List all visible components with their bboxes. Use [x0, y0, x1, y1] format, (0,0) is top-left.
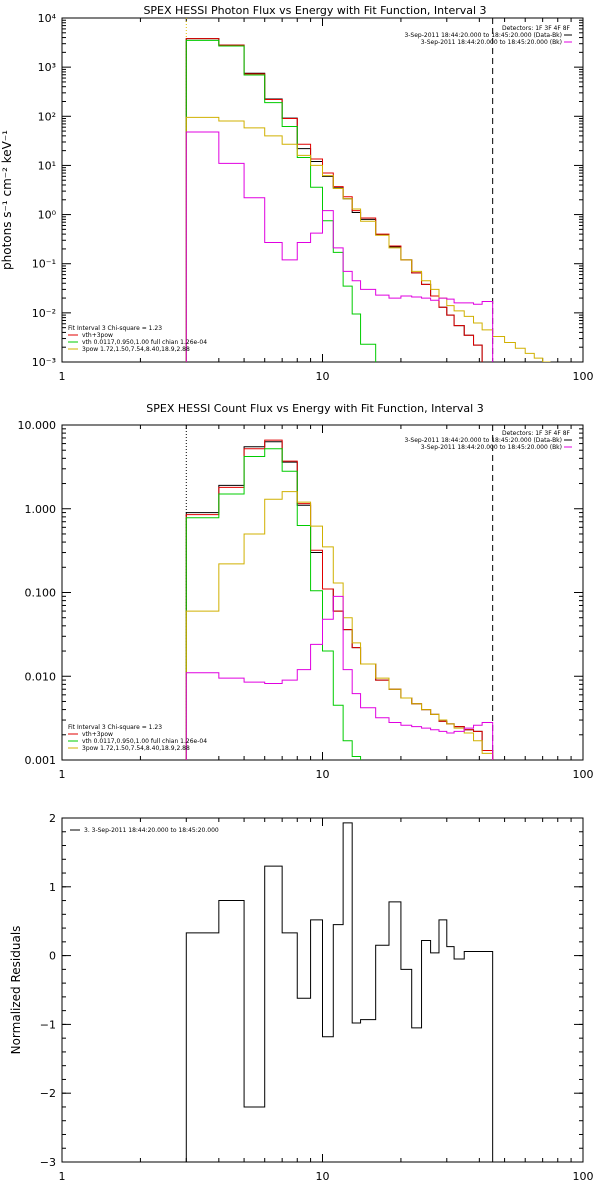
x-tick-label: 100 [573, 370, 594, 383]
legend-entry: vth 0.0117,0.950,1.00 full chian 1.26e-0… [82, 738, 207, 745]
legend-entry: vth 0.0117,0.950,1.00 full chian 1.26e-0… [82, 339, 207, 346]
chart-title: SPEX HESSI Count Flux vs Energy with Fit… [146, 402, 483, 415]
x-tick-label: 1 [59, 1170, 66, 1183]
series-line [185, 38, 483, 362]
x-tick-label: 1 [59, 370, 66, 383]
y-tick-label: 10⁻³ [32, 356, 56, 369]
y-tick-label: −3 [40, 1156, 56, 1169]
series-line [185, 595, 494, 760]
series-line [185, 439, 494, 760]
y-tick-label: 10¹ [38, 159, 56, 172]
photon-flux-panel: SPEX HESSI Photon Flux vs Energy with Fi… [0, 4, 594, 383]
y-axis-label: Normalized Residuals [9, 926, 23, 1055]
y-tick-label: 10⁴ [38, 12, 57, 25]
y-tick-label: 0.010 [25, 670, 57, 683]
count-flux-panel: SPEX HESSI Count Flux vs Energy with Fit… [18, 402, 594, 781]
legend-entry: 3-Sep-2011 18:44:20.000 to 18:45:20.000 … [421, 39, 562, 46]
legend-header: Detectors: 1F 3F 4F 8F [502, 25, 571, 32]
series-line [185, 116, 551, 362]
x-tick-label: 100 [573, 1170, 594, 1183]
x-tick-label: 10 [316, 1170, 330, 1183]
legend-header: Fit Interval 3 Chi-square = 1.23 [68, 325, 162, 332]
series-line [185, 38, 483, 362]
legend-entry: vth+3pow [82, 731, 113, 738]
series-line [185, 131, 494, 362]
series-line [185, 39, 377, 362]
y-tick-label: 10⁻¹ [32, 258, 56, 271]
y-tick-label: 10³ [38, 61, 56, 74]
series-line [185, 448, 362, 760]
legend-entry: 3-Sep-2011 18:44:20.000 to 18:45:20.000 … [421, 444, 562, 451]
residuals-panel: Normalized Residuals 1 10 100 −3 −2 −1 0 1 2 3. 3… [9, 812, 594, 1183]
y-tick-label: −1 [40, 1018, 56, 1031]
legend-entry: 3. 3-Sep-2011 18:44:20.000 to 18:45:20.0… [84, 827, 219, 834]
x-tick-label: 10 [316, 370, 330, 383]
y-tick-label: 2 [49, 812, 56, 825]
y-tick-label: 10.000 [18, 419, 57, 432]
y-tick-label: 1.000 [25, 503, 57, 516]
y-axis-label: photons s⁻¹ cm⁻² keV⁻¹ [0, 130, 14, 270]
y-tick-label: 1 [49, 881, 56, 894]
y-tick-label: 0.100 [25, 587, 57, 600]
legend-entry: 3pow 1.72,1.50,7.54,8.40,18.9,2.88 [82, 346, 190, 353]
legend-header: Fit Interval 3 Chi-square = 1.23 [68, 724, 162, 731]
legend-entry: 3pow 1.72,1.50,7.54,8.40,18.9,2.88 [82, 745, 190, 752]
legend-header: Detectors: 1F 3F 4F 8F [502, 430, 571, 437]
y-tick-label: 10⁻² [32, 307, 56, 320]
x-tick-label: 1 [59, 768, 66, 781]
y-tick-label: 10² [38, 110, 56, 123]
chart-title: SPEX HESSI Photon Flux vs Energy with Fi… [143, 4, 486, 17]
y-tick-label: 10⁰ [38, 209, 57, 222]
legend-entry: 3-Sep-2011 18:44:20.000 to 18:45:20.000 … [404, 32, 562, 39]
y-tick-label: −2 [40, 1087, 56, 1100]
series-line [185, 491, 506, 760]
y-tick-label: 0 [49, 950, 56, 963]
series-line [185, 441, 494, 760]
x-tick-label: 100 [573, 768, 594, 781]
x-tick-label: 10 [316, 768, 330, 781]
legend-entry: 3-Sep-2011 18:44:20.000 to 18:45:20.000 … [404, 437, 562, 444]
series-line [185, 822, 494, 1162]
legend-entry: vth+3pow [82, 332, 113, 339]
y-tick-label: 0.001 [25, 754, 57, 767]
